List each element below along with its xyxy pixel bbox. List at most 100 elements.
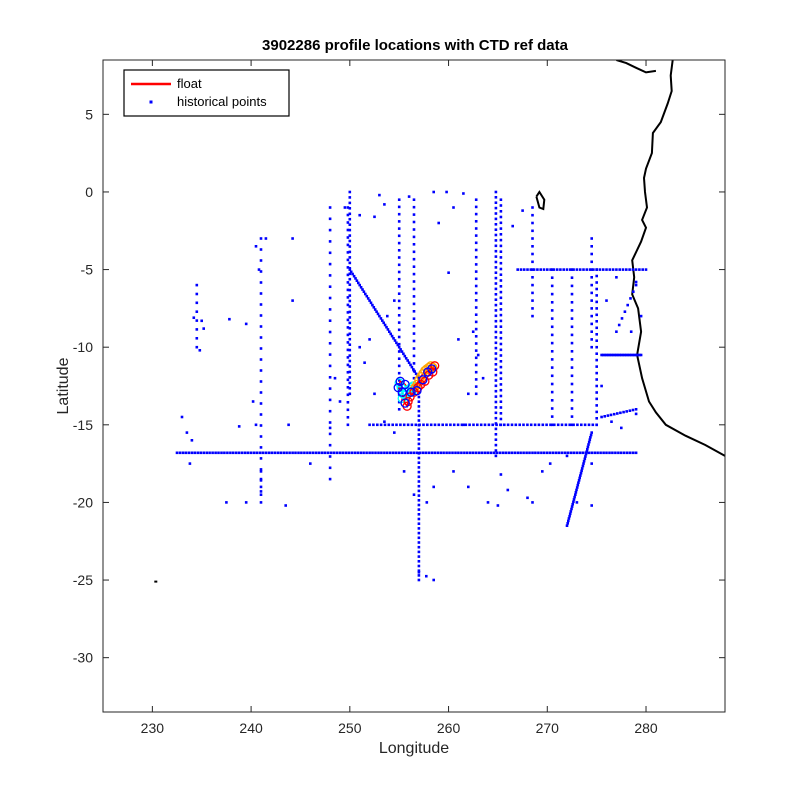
historical-point: [598, 268, 602, 271]
historical-point: [590, 451, 593, 455]
historical-point: [348, 387, 352, 390]
historical-point: [590, 260, 593, 264]
historical-point: [522, 451, 525, 455]
historical-point: [445, 451, 448, 455]
historical-point: [333, 376, 337, 380]
historical-point: [329, 451, 333, 455]
historical-point: [499, 325, 503, 328]
historical-point: [595, 333, 598, 336]
y-tick-label: 5: [85, 106, 93, 122]
historical-point: [348, 217, 352, 221]
historical-point: [417, 564, 421, 568]
historical-point: [570, 341, 574, 345]
x-tick-label: 280: [634, 720, 658, 736]
historical-point: [615, 330, 618, 333]
historical-point: [466, 451, 469, 455]
historical-point: [595, 281, 598, 284]
historical-point: [410, 365, 414, 369]
historical-point: [531, 221, 534, 225]
historical-point: [328, 274, 332, 277]
historical-point: [294, 451, 297, 455]
float-series: [393, 361, 440, 411]
historical-point: [350, 451, 354, 455]
historical-point: [328, 228, 332, 232]
historical-point: [388, 330, 391, 333]
historical-point: [348, 359, 352, 363]
historical-point: [526, 268, 529, 271]
historical-point: [404, 357, 408, 360]
historical-point: [217, 451, 220, 455]
historical-point: [499, 256, 503, 259]
historical-point: [584, 455, 587, 458]
historical-point: [412, 347, 416, 350]
historical-point: [531, 260, 534, 264]
historical-point: [354, 277, 357, 280]
historical-point: [261, 451, 265, 455]
historical-point: [572, 500, 575, 504]
historical-point: [555, 268, 559, 271]
historical-point: [359, 286, 363, 289]
historical-point: [365, 451, 368, 455]
historical-point: [499, 261, 503, 265]
historical-point: [540, 451, 543, 455]
historical-point: [476, 353, 480, 357]
historical-point: [424, 451, 428, 455]
historical-point: [417, 503, 421, 507]
historical-point: [397, 227, 401, 230]
historical-point: [397, 270, 401, 274]
historical-point: [328, 409, 332, 413]
historical-point: [397, 357, 401, 360]
historical-point: [259, 292, 263, 295]
historical-point: [496, 504, 500, 507]
historical-point: [550, 390, 554, 394]
historical-point: [346, 318, 350, 322]
historical-point: [285, 451, 288, 455]
historical-point: [452, 423, 456, 427]
historical-point: [348, 261, 352, 265]
historical-point: [386, 451, 389, 455]
historical-point: [328, 342, 332, 345]
historical-point: [638, 353, 641, 357]
historical-point: [387, 423, 391, 427]
legend: float historical points: [123, 69, 290, 117]
historical-point: [353, 451, 357, 455]
historical-point: [608, 353, 612, 357]
historical-point: [415, 451, 419, 455]
historical-point: [397, 198, 401, 201]
historical-point: [491, 423, 494, 427]
historical-point: [550, 366, 554, 369]
historical-point: [474, 212, 478, 216]
historical-point: [499, 319, 503, 323]
historical-point: [259, 470, 263, 473]
historical-point: [368, 451, 371, 455]
historical-point: [511, 224, 514, 228]
historical-point: [474, 385, 478, 388]
historical-point: [417, 574, 421, 577]
historical-point: [494, 427, 498, 431]
historical-point: [590, 283, 593, 287]
historical-point: [417, 527, 421, 530]
historical-point: [595, 326, 598, 330]
historical-point: [474, 378, 478, 381]
historical-point: [259, 493, 263, 496]
historical-point: [264, 237, 268, 240]
historical-point: [570, 382, 574, 386]
historical-point: [499, 238, 503, 242]
float-profile-marker: [400, 379, 410, 390]
historical-point: [474, 227, 478, 230]
historical-point: [499, 417, 503, 421]
historical-point: [412, 310, 416, 313]
historical-point: [610, 420, 613, 423]
historical-point: [494, 314, 498, 318]
historical-point: [531, 237, 534, 240]
historical-point: [402, 423, 406, 427]
historical-point: [259, 391, 263, 394]
historical-point: [417, 480, 421, 483]
historical-point: [338, 400, 342, 403]
historical-point: [366, 297, 370, 300]
historical-point: [348, 343, 352, 346]
historical-point: [553, 423, 556, 427]
historical-point: [551, 451, 555, 455]
historical-point: [593, 451, 596, 455]
